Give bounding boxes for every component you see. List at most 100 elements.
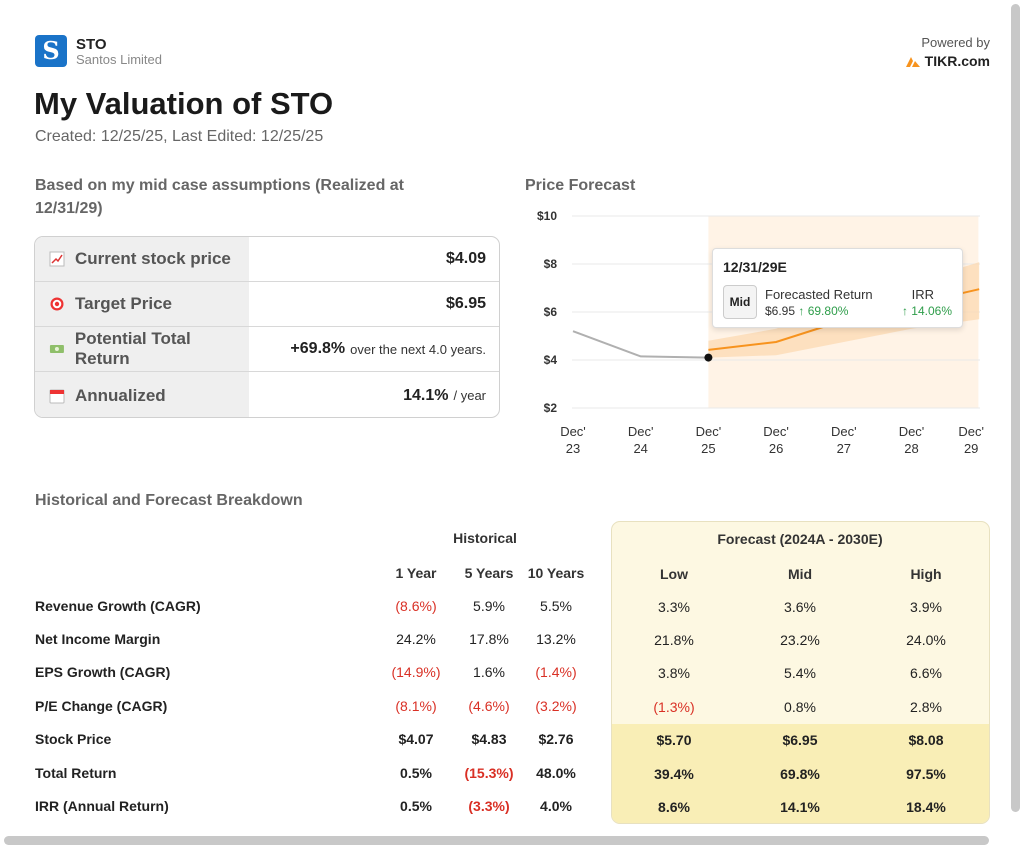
tikr-logo-icon — [905, 57, 920, 67]
x-tick-label: 29 — [964, 441, 978, 456]
x-tick-label: 23 — [566, 441, 580, 456]
historical-column-header: 10 Years — [527, 565, 585, 581]
forecast-column-header: Mid — [787, 566, 813, 582]
forecast-cell: $6.95 — [782, 732, 818, 748]
money-icon — [49, 345, 64, 353]
x-tick-label: Dec' — [831, 424, 857, 439]
tooltip-date: 12/31/29E — [723, 259, 787, 275]
forecast-cell: $5.70 — [656, 732, 692, 748]
y-tick-label: $6 — [544, 305, 558, 319]
historical-cell: 48.0% — [536, 765, 576, 781]
y-tick-label: $2 — [544, 401, 558, 415]
price-forecast-chart[interactable]: $10$8$6$4$2Dec'23Dec'24Dec'25Dec'26Dec'2… — [520, 200, 990, 470]
tooltip-irr-label: IRR — [911, 287, 934, 302]
historical-cell: $4.83 — [471, 731, 507, 747]
forecast-cell: 2.8% — [910, 699, 942, 715]
forecast-panel — [611, 521, 990, 824]
tikr-brand-text: TIKR.com — [924, 53, 990, 69]
summary-value-suffix: / year — [453, 388, 486, 403]
forecast-column-header: High — [910, 566, 942, 582]
summary-label: Current stock price — [75, 249, 231, 268]
forecast-cell: 5.4% — [784, 665, 816, 681]
historical-cell: $2.76 — [538, 731, 574, 747]
historical-cell: 0.5% — [400, 798, 432, 814]
x-tick-label: Dec' — [958, 424, 984, 439]
historical-cell: $4.07 — [398, 731, 434, 747]
historical-cell: 13.2% — [536, 631, 576, 647]
historical-cell: 0.5% — [400, 765, 432, 781]
forecast-cell: 8.6% — [658, 799, 690, 815]
summary-row: Annualized 14.1% / year — [35, 372, 499, 417]
forecast-cell: 24.0% — [906, 632, 946, 648]
forecast-cell: 3.9% — [910, 599, 942, 615]
historical-line — [572, 330, 709, 359]
historical-cell: (3.2%) — [535, 698, 577, 714]
forecast-cell: 3.8% — [658, 665, 690, 681]
x-tick-label: Dec' — [628, 424, 654, 439]
historical-column-header: 5 Years — [464, 565, 514, 581]
x-tick-label: 26 — [769, 441, 783, 456]
historical-cell: (8.6%) — [395, 598, 437, 614]
forecast-cell: 18.4% — [906, 799, 946, 815]
historical-cell: (4.6%) — [468, 698, 510, 714]
forecast-cell: 14.1% — [780, 799, 820, 815]
company-name: Santos Limited — [76, 52, 162, 67]
forecast-cell: (1.3%) — [653, 699, 695, 715]
tooltip-irr-value: ↑ 14.06% — [901, 304, 952, 318]
scenario-badge: Mid — [723, 285, 757, 319]
summary-row: Current stock price $4.09 — [35, 237, 499, 282]
x-tick-label: Dec' — [763, 424, 789, 439]
tikr-brand-link[interactable]: TIKR.com — [905, 53, 990, 69]
historical-cell: 1.6% — [473, 664, 505, 680]
summary-row: Potential Total Return +69.8% over the n… — [35, 327, 499, 372]
valuation-page: S STO Santos Limited Powered by TIKR.com… — [4, 4, 1020, 845]
chart-heading: Price Forecast — [525, 177, 636, 194]
page-title: My Valuation of STO — [34, 86, 334, 121]
historical-cell: 5.9% — [473, 598, 505, 614]
forecast-cell: 6.6% — [910, 665, 942, 681]
company-logo: S — [35, 35, 67, 67]
breakdown-row-label: Total Return — [35, 765, 117, 781]
historical-column-header: 1 Year — [395, 565, 437, 581]
historical-cell: 5.5% — [540, 598, 572, 614]
tooltip-return-label: Forecasted Return — [765, 287, 873, 302]
forecast-cell: 23.2% — [780, 632, 820, 648]
breakdown-heading: Historical and Forecast Breakdown — [35, 492, 303, 509]
y-tick-label: $4 — [544, 353, 558, 367]
breakdown-row-label: P/E Change (CAGR) — [35, 698, 168, 714]
breakdown-row-label: Revenue Growth (CAGR) — [35, 598, 201, 614]
calendar-icon — [49, 389, 65, 403]
historical-cell: (15.3%) — [464, 765, 514, 781]
vertical-scrollbar[interactable] — [1011, 4, 1020, 812]
summary-heading: Based on my mid case assumptions (Realiz… — [35, 177, 405, 217]
tooltip-return-pct: ↑ 69.80% — [798, 304, 849, 318]
forecast-cell: 97.5% — [906, 766, 946, 782]
historical-cell: 17.8% — [469, 631, 509, 647]
historical-cell: 24.2% — [396, 631, 436, 647]
chart-increasing-icon — [49, 251, 65, 267]
x-tick-label: 27 — [837, 441, 851, 456]
historical-header: Historical — [453, 530, 517, 546]
breakdown-row-label: IRR (Annual Return) — [35, 798, 169, 814]
summary-value: 14.1% — [403, 386, 449, 404]
forecast-cell: 0.8% — [784, 699, 816, 715]
summary-value: $4.09 — [445, 250, 486, 267]
summary-label: Annualized — [75, 385, 166, 405]
forecast-header: Forecast (2024A - 2030E) — [717, 531, 883, 547]
target-icon — [50, 297, 64, 311]
summary-value-suffix: over the next 4.0 years. — [350, 341, 486, 357]
current-price-marker — [704, 353, 713, 362]
summary-card: Current stock price $4.09 Target Price $… — [34, 236, 500, 418]
forecast-cell: 69.8% — [780, 766, 820, 782]
historical-cell: (8.1%) — [395, 698, 437, 714]
summary-label: Potential Total Return — [74, 329, 191, 368]
x-tick-label: Dec' — [899, 424, 925, 439]
x-tick-label: 24 — [633, 441, 647, 456]
summary-row: Target Price $6.95 — [35, 282, 499, 327]
horizontal-scrollbar[interactable] — [4, 836, 989, 845]
breakdown-row-label: Stock Price — [35, 731, 112, 747]
forecast-highlight — [612, 724, 989, 823]
historical-cell: 4.0% — [540, 798, 572, 814]
forecast-cell: 3.6% — [784, 599, 816, 615]
x-tick-label: Dec' — [560, 424, 586, 439]
